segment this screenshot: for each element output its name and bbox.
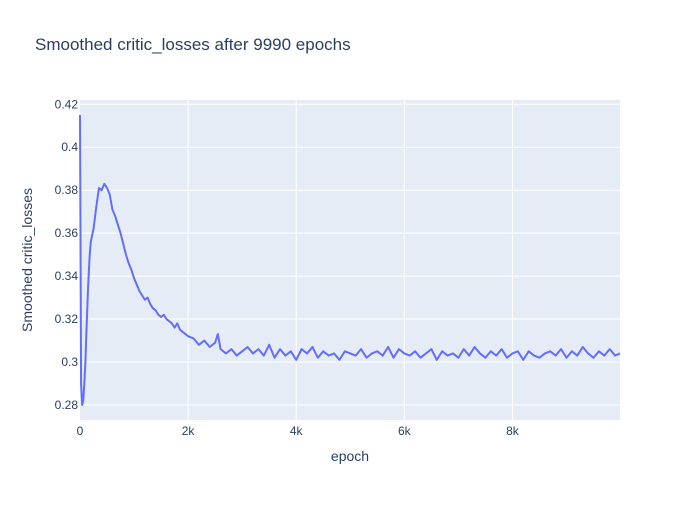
x-tick-label: 6k	[398, 424, 412, 438]
y-tick-label: 0.32	[55, 312, 79, 326]
series-line	[79, 115, 621, 406]
y-axis-label: Smoothed critic_losses	[19, 188, 35, 332]
x-tick-label: 8k	[506, 424, 520, 438]
plot-area	[80, 100, 620, 420]
y-tick-label: 0.38	[55, 183, 79, 197]
grid-lines	[80, 100, 620, 420]
x-tick-label: 4k	[290, 424, 304, 438]
y-tick-label: 0.36	[55, 226, 79, 240]
y-tick-label: 0.3	[61, 355, 78, 369]
x-tick-label: 0	[77, 424, 84, 438]
y-axis-ticks: 0.28 0.3 0.32 0.34 0.36 0.38 0.4 0.42	[55, 97, 79, 412]
x-axis-label: epoch	[331, 448, 369, 464]
y-tick-label: 0.42	[55, 97, 79, 111]
chart-title: Smoothed critic_losses after 9990 epochs	[35, 35, 351, 54]
y-tick-label: 0.4	[61, 140, 78, 154]
x-axis-ticks: 0 2k 4k 6k 8k	[77, 424, 520, 438]
y-tick-label: 0.34	[55, 269, 79, 283]
y-tick-label: 0.28	[55, 398, 79, 412]
x-tick-label: 2k	[182, 424, 196, 438]
